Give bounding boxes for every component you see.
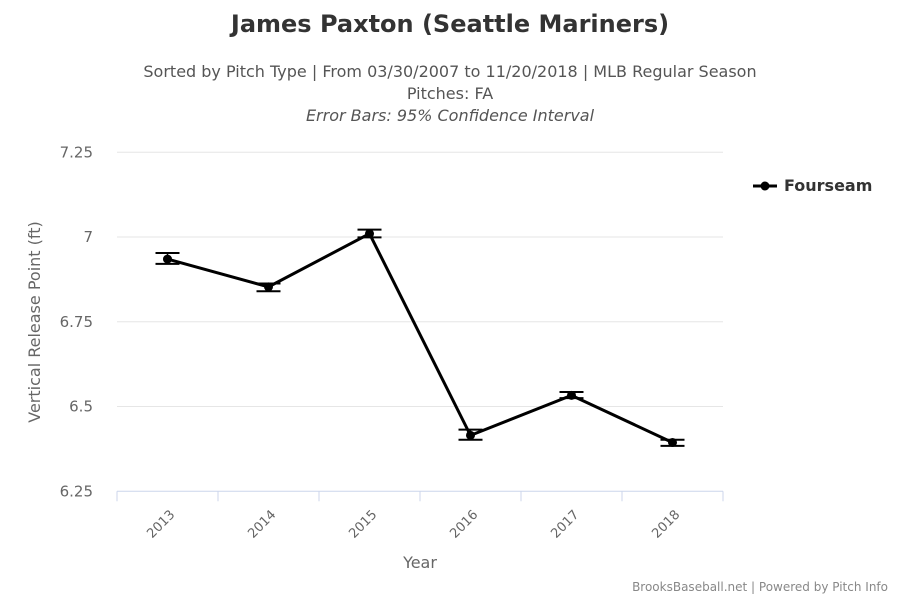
chart-subtitle-pitches: Pitches: FA bbox=[406, 84, 494, 103]
y-tick-label: 6.5 bbox=[69, 398, 93, 416]
chart-title: James Paxton (Seattle Mariners) bbox=[230, 10, 670, 38]
x-tick-label: 2017 bbox=[548, 508, 582, 542]
data-point bbox=[163, 254, 172, 264]
x-tick-label: 2016 bbox=[447, 508, 481, 542]
legend-marker bbox=[760, 181, 770, 191]
x-tick-label: 2018 bbox=[649, 508, 683, 542]
chart-subtitle-error-bars: Error Bars: 95% Confidence Interval bbox=[305, 106, 595, 125]
y-tick-label: 6.75 bbox=[60, 313, 93, 331]
data-point bbox=[668, 437, 677, 447]
chart-subtitle: Sorted by Pitch Type | From 03/30/2007 t… bbox=[143, 62, 757, 81]
credit-text[interactable]: BrooksBaseball.net | Powered by Pitch In… bbox=[632, 580, 888, 594]
data-point bbox=[264, 282, 273, 292]
legend-item-fourseam[interactable]: Fourseam bbox=[784, 176, 872, 195]
data-point bbox=[466, 430, 475, 440]
x-axis-title: Year bbox=[402, 553, 437, 572]
y-tick-label: 7 bbox=[83, 228, 93, 246]
data-point bbox=[365, 229, 374, 239]
data-point bbox=[567, 390, 576, 400]
y-tick-label: 7.25 bbox=[60, 143, 93, 161]
x-tick-label: 2014 bbox=[245, 508, 279, 542]
series-line-fourseam bbox=[167, 231, 674, 444]
y-axis-title: Vertical Release Point (ft) bbox=[25, 221, 44, 423]
x-tick-label: 2015 bbox=[346, 508, 380, 542]
y-tick-label: 6.25 bbox=[60, 482, 93, 500]
x-tick-label: 2013 bbox=[144, 508, 178, 542]
